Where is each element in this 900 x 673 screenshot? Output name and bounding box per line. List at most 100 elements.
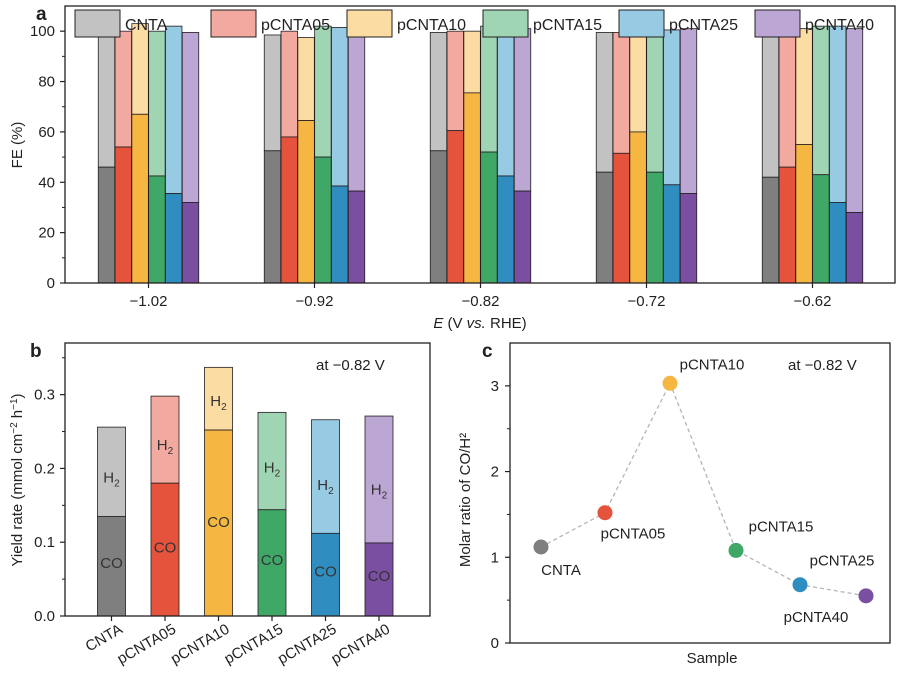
h2-label-pcnta05: H2 <box>157 437 174 457</box>
point-label-pcnta15: pCNTA15 <box>749 518 814 535</box>
xtick-label-pcnta15: pCNTA15 <box>221 621 286 668</box>
bar-co-pcnta05-1 <box>280 136 298 284</box>
ytick-label: 0.2 <box>34 460 55 477</box>
bar-co-pcnta25-2 <box>497 175 515 284</box>
h2-subscript: 2 <box>382 491 388 502</box>
ytick-label: 60 <box>38 124 55 141</box>
panel-a-label: a <box>36 4 47 25</box>
bar-co-pcnta15-1 <box>314 156 332 284</box>
bar-co-cnta-0 <box>97 166 116 284</box>
h2-subscript: 2 <box>114 478 120 489</box>
legend-label-pcnta25: pCNTA25 <box>669 17 738 34</box>
bar-co-pcnta10-3 <box>629 131 647 284</box>
panel-b-label: b <box>30 341 42 362</box>
bar-h2-pcnta15 <box>257 411 287 511</box>
bar-h2-pcnta10-2 <box>463 30 481 94</box>
bar-h2-cnta-2 <box>429 32 448 152</box>
bar-co-pcnta25-1 <box>331 185 349 284</box>
point-pcnta15 <box>728 542 744 558</box>
legend-swatch-pcnta10 <box>346 9 393 38</box>
bar-co-pcnta05 <box>150 482 180 617</box>
bar-h2-pcnta40 <box>364 415 394 544</box>
ytick-label: 1 <box>491 549 499 566</box>
legend-swatch-cnta <box>74 9 121 38</box>
co-label-pcnta40: CO <box>368 568 391 585</box>
legend-swatch-pcnta15 <box>482 9 529 38</box>
bar-co-pcnta15-2 <box>480 151 498 284</box>
bar-co-pcnta15 <box>257 509 287 617</box>
ytick-label: 2 <box>491 464 499 481</box>
point-label-pcnta25: pCNTA25 <box>810 553 875 570</box>
bar-h2-pcnta15-1 <box>314 25 332 158</box>
bar-co-pcnta15-4 <box>812 174 830 284</box>
bar-h2-pcnta15-2 <box>480 25 498 153</box>
panel-a: a CNTA pCNTA05 pCNTA10 pCNTA15 pCNTA25 pCNTA4… <box>9 4 896 332</box>
panel-c-ylabel: Molar ratio of CO/H² <box>457 433 474 567</box>
xtick-label: −0.62 <box>794 293 832 310</box>
bar-co-pcnta25-4 <box>829 202 847 284</box>
bar-co-pcnta25 <box>311 532 340 617</box>
h2-symbol: H <box>317 477 328 494</box>
ytick-label: 0.3 <box>34 387 55 404</box>
legend-label-pcnta15: pCNTA15 <box>533 17 602 34</box>
h2-label-pcnta10: H2 <box>210 393 227 413</box>
bar-h2-pcnta15-0 <box>148 30 166 177</box>
bar-co-cnta-4 <box>761 176 780 284</box>
panel-a-yticks: 0 20 40 60 80 100 <box>30 23 65 292</box>
bar-h2-pcnta10-0 <box>131 23 149 115</box>
legend-swatch-pcnta40 <box>754 9 801 38</box>
xtick-label-pcnta25: pCNTA25 <box>275 621 340 668</box>
panel-b-ylabel: Yield rate (mmol cm−2 h−1) <box>9 393 26 566</box>
bar-h2-pcnta40-0 <box>181 32 200 203</box>
h2-symbol: H <box>103 469 114 486</box>
bar-h2-cnta-4 <box>761 30 780 178</box>
xtick-label: −0.92 <box>296 293 334 310</box>
co-label-cnta: CO <box>100 555 123 572</box>
xlabel-unit: (V <box>443 315 466 332</box>
point-pcnta40 <box>858 588 874 604</box>
h2-subscript: 2 <box>168 446 174 457</box>
bar-h2-pcnta10-1 <box>297 37 315 121</box>
bar-co-pcnta05-0 <box>114 146 132 284</box>
bar-co-pcnta05-3 <box>612 152 630 284</box>
bar-h2-pcnta10-3 <box>629 32 647 133</box>
bar-co-cnta-1 <box>263 150 282 284</box>
bar-h2-pcnta15-4 <box>812 25 830 176</box>
h2-symbol: H <box>157 437 168 454</box>
panel-a-bars <box>97 23 864 284</box>
xlabel-ref: RHE) <box>486 315 527 332</box>
bar-co-pcnta10-2 <box>463 92 481 284</box>
bar-co-cnta-2 <box>429 150 448 284</box>
co-label-pcnta10: CO <box>207 514 230 531</box>
bar-co-pcnta40-3 <box>679 193 698 284</box>
bar-h2-pcnta05-0 <box>114 30 132 148</box>
co-label-pcnta25: CO <box>314 563 337 580</box>
bar-co-pcnta40-2 <box>513 190 532 284</box>
bar-co-cnta-3 <box>595 171 614 284</box>
panel-a-xticks: −1.02 −0.92 −0.82 −0.72 −0.62 <box>130 283 832 310</box>
xtick-label-pcnta05: pCNTA05 <box>114 621 179 668</box>
point-pcnta25 <box>792 577 808 593</box>
bar-co-pcnta40-1 <box>347 190 366 284</box>
bar-co-pcnta15-3 <box>646 171 664 284</box>
legend-label-pcnta10: pCNTA10 <box>397 17 466 34</box>
bar-co-pcnta25-3 <box>663 184 681 284</box>
h2-subscript: 2 <box>328 486 334 497</box>
xtick-label-pcnta10: pCNTA10 <box>168 621 233 668</box>
bar-h2-pcnta25-0 <box>165 25 183 195</box>
panel-c-annotation: at −0.82 V <box>788 357 857 374</box>
bar-h2-pcnta05-4 <box>778 25 796 168</box>
ylabel-b-sup2: −1 <box>9 398 20 410</box>
bar-h2-pcnta40-4 <box>845 28 864 213</box>
ytick-label: 3 <box>491 378 499 395</box>
bar-h2-pcnta25 <box>311 419 340 534</box>
xtick-label-pcnta40: pCNTA40 <box>328 621 393 668</box>
co-label-pcnta05: CO <box>154 539 177 556</box>
bar-h2-pcnta40-2 <box>513 28 532 192</box>
bar-co-pcnta40-4 <box>845 212 864 284</box>
panel-a-legend: CNTA pCNTA05 pCNTA10 pCNTA15 pCNTA25 pCNTA40 <box>74 9 874 38</box>
bar-co-pcnta05-2 <box>446 130 464 284</box>
